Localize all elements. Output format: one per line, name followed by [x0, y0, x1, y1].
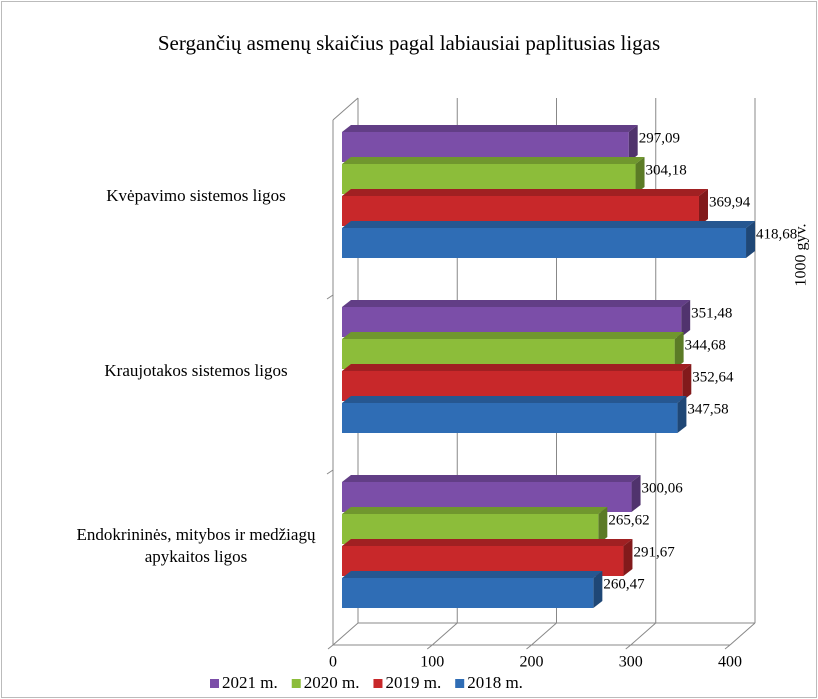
bar [342, 332, 684, 369]
legend-swatch [455, 679, 465, 688]
x-tick-label: 300 [619, 654, 643, 671]
bar-side [682, 364, 692, 401]
legend-label: 2021 m. [222, 673, 278, 692]
x-tick-label: 0 [329, 654, 337, 671]
bar [342, 364, 692, 401]
bar-top [342, 300, 691, 307]
data-label: 291,67 [633, 544, 675, 560]
tick-mark [625, 644, 632, 650]
bar [342, 125, 638, 162]
legend-label: 2018 m. [467, 673, 523, 692]
data-label: 352,64 [692, 369, 734, 385]
legend-swatch [291, 679, 301, 688]
bar-front [342, 546, 624, 576]
bar-top [342, 571, 603, 578]
bar-side [623, 539, 633, 576]
x-tick-label: 100 [420, 654, 444, 671]
tick-mark [327, 644, 334, 650]
bar-top [342, 157, 645, 164]
x-tick-label: 200 [520, 654, 544, 671]
bar-side [598, 507, 608, 544]
bar [342, 189, 708, 226]
bar-top [342, 364, 692, 371]
tick-mark [724, 644, 731, 650]
data-label: 300,06 [642, 480, 684, 496]
bar-side [635, 157, 645, 194]
bar [342, 157, 645, 194]
bar-front [342, 132, 629, 162]
x-tick-label: 400 [718, 654, 742, 671]
category-tick [326, 294, 334, 300]
bar-front [342, 578, 594, 608]
legend-label: 2020 m. [304, 673, 360, 692]
bar [342, 221, 756, 258]
grid-line [729, 622, 756, 646]
bar-top [342, 396, 687, 403]
data-label: 304,18 [646, 162, 687, 178]
bar-front [342, 403, 678, 433]
bar-side [681, 300, 691, 337]
bar-front [342, 164, 636, 194]
bar-top [342, 125, 638, 132]
data-label: 344,68 [685, 337, 726, 353]
grid-line [332, 622, 359, 646]
data-label: 418,68 [756, 226, 797, 242]
bar-front [342, 307, 682, 337]
bar-side [628, 125, 638, 162]
bar-front [342, 196, 699, 226]
bar-top [342, 539, 633, 546]
grid-line [630, 622, 657, 646]
legend-label: 2019 m. [385, 673, 441, 692]
data-label: 369,94 [709, 194, 751, 210]
legend-swatch [373, 679, 383, 688]
y-tick-label: Endokrininės, mitybos ir medžiagų apykai… [76, 525, 316, 566]
bar [342, 475, 641, 512]
chart-title: Sergančių asmenų skaičius pagal labiausi… [158, 31, 660, 55]
y-tick-label: Kraujotakos sistemos ligos [104, 361, 288, 380]
bar-front [342, 339, 675, 369]
grid-line [531, 622, 557, 646]
bar-top [342, 507, 608, 514]
bar [342, 571, 603, 608]
bar-front [342, 514, 599, 544]
bar-top [342, 221, 756, 228]
bar [342, 539, 633, 576]
bar-side [674, 332, 684, 369]
bar-side [746, 221, 756, 258]
bar-front [342, 371, 683, 401]
data-label: 260,47 [603, 576, 645, 592]
bar [342, 396, 687, 433]
grid-line [431, 622, 458, 646]
axis-wall [332, 97, 359, 121]
data-label: 347,58 [687, 401, 728, 417]
legend-swatch [210, 679, 219, 688]
axis-label: 1000 gyv. [793, 224, 810, 287]
bar [342, 507, 608, 544]
bar-side [698, 189, 708, 226]
bar-top [342, 332, 684, 339]
tick-mark [526, 644, 532, 650]
data-label: 297,09 [639, 130, 680, 146]
bar-front [342, 482, 632, 512]
tick-mark [426, 644, 433, 650]
bar-side [631, 475, 641, 512]
bar-front [342, 228, 747, 258]
bar-side [677, 396, 687, 433]
y-tick-label: Kvėpavimo sistemos ligos [106, 186, 286, 205]
data-label: 351,48 [691, 305, 732, 321]
bar-top [342, 475, 641, 482]
bar [342, 300, 691, 337]
data-label: 265,62 [608, 512, 649, 528]
category-tick [326, 469, 334, 475]
bar-side [593, 571, 603, 608]
bar-top [342, 189, 708, 196]
